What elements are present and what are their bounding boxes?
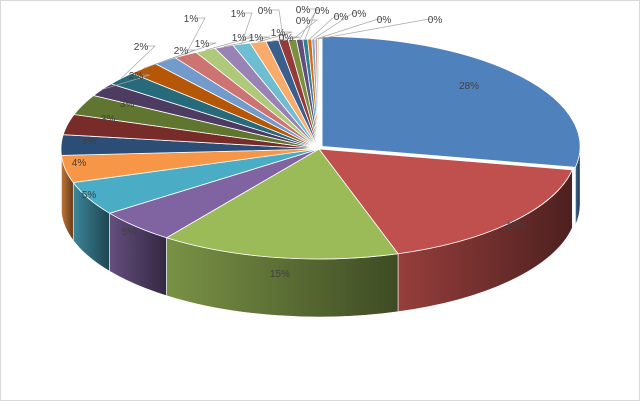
- leader-line: [205, 36, 254, 51]
- data-label: 0%: [377, 15, 392, 26]
- pie-tops: [60, 36, 581, 260]
- data-label: 0%: [352, 9, 367, 20]
- data-label: 0%: [258, 6, 273, 17]
- data-label: 1%: [249, 33, 264, 44]
- leader-line: [257, 31, 293, 43]
- data-label: 5%: [122, 227, 137, 238]
- data-label: 2%: [129, 71, 144, 82]
- data-label: 0%: [296, 16, 311, 27]
- data-label: 0%: [428, 15, 443, 26]
- leader-line: [185, 17, 206, 56]
- leader-line: [304, 9, 320, 40]
- leader-lines: [101, 8, 433, 90]
- leader-line: [313, 12, 357, 40]
- data-label: 17%: [506, 221, 526, 232]
- data-label: 4%: [72, 158, 87, 169]
- data-label: 15%: [270, 269, 290, 280]
- leader-line: [272, 36, 301, 42]
- data-label: 2%: [174, 46, 189, 57]
- leader-line: [241, 12, 253, 45]
- data-label: 1%: [232, 33, 247, 44]
- leader-line: [271, 9, 284, 41]
- leader-line: [223, 36, 271, 48]
- data-label: 0%: [296, 5, 311, 16]
- leader-line: [292, 19, 319, 40]
- data-label: 1%: [231, 9, 246, 20]
- pie-slice: [318, 148, 573, 255]
- leader-line: [299, 8, 318, 40]
- leader-line: [316, 18, 382, 40]
- data-label: 0%: [315, 6, 330, 17]
- data-label: 5%: [82, 190, 97, 201]
- leader-line: [101, 74, 151, 90]
- pie-slice: [321, 36, 581, 168]
- data-label: 28%: [459, 81, 479, 92]
- data-label: 3%: [101, 114, 116, 125]
- data-label: 3%: [120, 99, 135, 110]
- leader-line: [165, 42, 217, 61]
- pie-sides: [60, 146, 581, 318]
- data-label: 0%: [279, 33, 294, 44]
- leader-line: [309, 15, 339, 40]
- data-label: 1%: [195, 39, 210, 50]
- data-label: 3%: [82, 136, 97, 147]
- leader-line: [318, 18, 433, 40]
- data-label: 0%: [334, 12, 349, 23]
- data-label: 2%: [134, 42, 149, 53]
- pie-slice: [165, 148, 399, 260]
- data-label: 1%: [184, 14, 199, 25]
- data-label: 1%: [271, 28, 286, 39]
- leader-line: [120, 45, 156, 79]
- data-labels: 28%17%15%5%5%4%3%3%3%2%2% 2%1%1%1% 1%1%1%0…: [72, 5, 526, 280]
